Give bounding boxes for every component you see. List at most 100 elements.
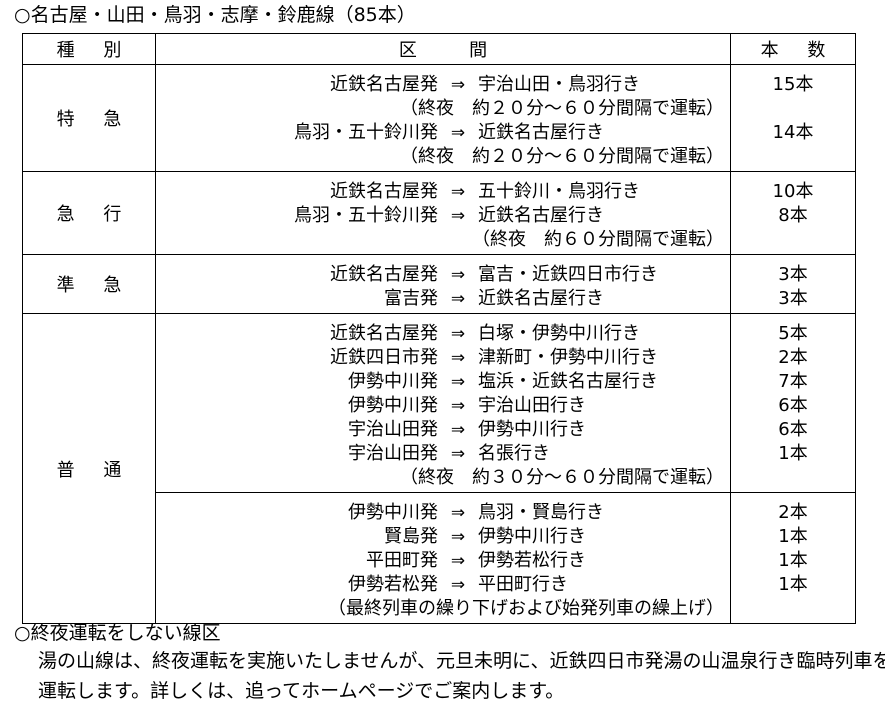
route-origin: 鳥羽・五十鈴川発 xyxy=(294,122,438,143)
segment-cell: 近鉄名古屋発 ⇒ 五十鈴川・鳥羽行き 鳥羽・五十鈴川発 ⇒ 近鉄名古屋行き （終夜 約６０分… xyxy=(155,171,731,255)
route-destination: 宇治山田行き xyxy=(478,395,586,416)
right-arrow-icon: ⇒ xyxy=(450,396,466,416)
service-note: （終夜 約２０分～６０分間隔で運転） xyxy=(400,146,724,167)
train-count: 1本 xyxy=(778,550,808,571)
route-origin: 伊勢中川発 xyxy=(348,371,438,392)
segment-block: 近鉄名古屋発 ⇒ 富吉・近鉄四日市行き 富吉発 ⇒ 近鉄名古屋行き xyxy=(156,255,730,313)
route-line: 近鉄四日市発 ⇒ 津新町・伊勢中川行き xyxy=(156,343,730,368)
table-row: 特 急近鉄名古屋発 ⇒ 宇治山田・鳥羽行き （終夜 約２０分～６０分間隔で運転） 鳥羽・… xyxy=(22,64,856,172)
route-destination: 白塚・伊勢中川行き xyxy=(478,323,640,344)
route-origin: 近鉄四日市発 xyxy=(330,347,438,368)
route-destination: 伊勢若松行き xyxy=(478,550,586,571)
route-line: 鳥羽・五十鈴川発 ⇒ 近鉄名古屋行き xyxy=(156,118,730,143)
right-arrow-icon: ⇒ xyxy=(450,182,466,202)
route-destination: 津新町・伊勢中川行き xyxy=(478,347,658,368)
segment-block: 伊勢中川発 ⇒ 鳥羽・賢島行き 賢島発 ⇒ 伊勢中川行き 平田町発 ⇒ 伊勢若松行き 伊勢若松発 ⇒… xyxy=(156,492,730,623)
table-row: 普 通 近鉄名古屋発 ⇒ 白塚・伊勢中川行き 近鉄四日市発 ⇒ 津新町・伊勢中川行き 伊勢中川… xyxy=(22,313,856,624)
route-line: 平田町発 ⇒ 伊勢若松行き xyxy=(156,546,730,571)
right-arrow-icon: ⇒ xyxy=(450,527,466,547)
train-type-cell: 準 急 xyxy=(22,254,156,314)
count-spacer xyxy=(731,94,855,118)
train-count: 6本 xyxy=(778,419,808,440)
column-header-type: 種 別 xyxy=(22,33,156,65)
route-destination: 宇治山田・鳥羽行き xyxy=(478,74,640,95)
route-origin: 近鉄名古屋発 xyxy=(330,74,438,95)
route-destination: 名張行き xyxy=(478,443,550,464)
train-type-cell: 急 行 xyxy=(22,171,156,255)
route-destination: 五十鈴川・鳥羽行き xyxy=(478,181,640,202)
train-count: 1本 xyxy=(778,574,808,595)
right-arrow-icon: ⇒ xyxy=(450,75,466,95)
segment-block: 近鉄名古屋発 ⇒ 五十鈴川・鳥羽行き 鳥羽・五十鈴川発 ⇒ 近鉄名古屋行き （終夜 約６０分… xyxy=(156,172,730,254)
count-cell: 10本 8本 xyxy=(730,171,856,255)
train-count: 14本 xyxy=(772,122,814,143)
count-cell: 5本 2本 7本 6本 6本 1本 2本 1本 1本 1本 xyxy=(730,313,856,624)
right-arrow-icon: ⇒ xyxy=(450,372,466,392)
route-origin: 近鉄名古屋発 xyxy=(330,181,438,202)
table-header: 種 別 区 間 本 数 xyxy=(22,33,856,65)
right-arrow-icon: ⇒ xyxy=(450,444,466,464)
right-arrow-icon: ⇒ xyxy=(450,265,466,285)
train-count: 3本 xyxy=(778,288,808,309)
footer-heading: ○終夜運転をしない線区 xyxy=(14,622,221,644)
route-destination: 近鉄名古屋行き xyxy=(478,122,604,143)
footer-paragraph: 湯の山線は、終夜運転を実施いたしませんが、元旦未明に、近鉄四日市発湯の山温泉行き… xyxy=(38,650,885,672)
right-arrow-icon: ⇒ xyxy=(450,123,466,143)
route-origin: 伊勢中川発 xyxy=(348,395,438,416)
train-count: 1本 xyxy=(778,526,808,547)
service-note: （終夜 約２０分～６０分間隔で運転） xyxy=(400,98,724,119)
train-type-cell: 普 通 xyxy=(22,313,156,624)
route-line: 賢島発 ⇒ 伊勢中川行き xyxy=(156,522,730,547)
footer-note: ○終夜運転をしない線区 湯の山線は、終夜運転を実施いたしませんが、元旦未明に、近… xyxy=(14,620,885,706)
service-note: （終夜 約３０分～６０分間隔で運転） xyxy=(400,467,724,488)
train-count: 8本 xyxy=(778,205,808,226)
route-line: 伊勢中川発 ⇒ 鳥羽・賢島行き xyxy=(156,498,730,523)
right-arrow-icon: ⇒ xyxy=(450,324,466,344)
route-line: 伊勢若松発 ⇒ 平田町行き xyxy=(156,570,730,595)
column-header-count: 本 数 xyxy=(730,33,856,65)
route-line: 伊勢中川発 ⇒ 塩浜・近鉄名古屋行き xyxy=(156,367,730,392)
column-header-segment: 区 間 xyxy=(155,33,731,65)
route-origin: 宇治山田発 xyxy=(348,419,438,440)
route-line: 近鉄名古屋発 ⇒ 五十鈴川・鳥羽行き xyxy=(156,177,730,202)
train-count: 6本 xyxy=(778,395,808,416)
route-destination: 伊勢中川行き xyxy=(478,419,586,440)
route-line: 近鉄名古屋発 ⇒ 富吉・近鉄四日市行き xyxy=(156,260,730,285)
route-line: 近鉄名古屋発 ⇒ 白塚・伊勢中川行き xyxy=(156,319,730,344)
right-arrow-icon: ⇒ xyxy=(450,206,466,226)
count-spacer xyxy=(731,225,855,249)
count-block: 3本 3本 xyxy=(731,255,855,313)
route-destination: 平田町行き xyxy=(478,574,568,595)
table-body: 特 急近鉄名古屋発 ⇒ 宇治山田・鳥羽行き （終夜 約２０分～６０分間隔で運転） 鳥羽・… xyxy=(22,64,856,624)
route-origin: 伊勢中川発 xyxy=(348,502,438,523)
train-count: 7本 xyxy=(778,371,808,392)
right-arrow-icon: ⇒ xyxy=(450,575,466,595)
footer-paragraph: 運転します。詳しくは、追ってホームページでご案内します。 xyxy=(38,680,565,702)
segment-block: 近鉄名古屋発 ⇒ 宇治山田・鳥羽行き （終夜 約２０分～６０分間隔で運転） 鳥羽・五十鈴… xyxy=(156,65,730,171)
train-count: 1本 xyxy=(778,443,808,464)
table-header-row: 種 別 区 間 本 数 xyxy=(22,33,856,65)
train-type-cell: 特 急 xyxy=(22,64,156,172)
route-origin: 近鉄名古屋発 xyxy=(330,323,438,344)
route-origin: 近鉄名古屋発 xyxy=(330,264,438,285)
count-block: 2本 1本 1本 1本 xyxy=(731,492,855,623)
table-row: 急 行 近鉄名古屋発 ⇒ 五十鈴川・鳥羽行き 鳥羽・五十鈴川発 ⇒ 近鉄名古屋行き （終夜 約… xyxy=(22,171,856,255)
page-title: ○名古屋・山田・鳥羽・志摩・鈴鹿線（85本） xyxy=(14,4,416,26)
route-destination: 近鉄名古屋行き xyxy=(478,205,604,226)
route-origin: 富吉発 xyxy=(384,288,438,309)
train-count: 2本 xyxy=(778,502,808,523)
footer-body: 湯の山線は、終夜運転を実施いたしませんが、元旦未明に、近鉄四日市発湯の山温泉行き… xyxy=(14,646,885,706)
route-origin: 賢島発 xyxy=(384,526,438,547)
route-origin: 平田町発 xyxy=(366,550,438,571)
right-arrow-icon: ⇒ xyxy=(450,420,466,440)
route-line: 富吉発 ⇒ 近鉄名古屋行き xyxy=(156,284,730,309)
train-count: 3本 xyxy=(778,264,808,285)
count-cell: 15本 14本 xyxy=(730,64,856,172)
segment-cell: 近鉄名古屋発 ⇒ 白塚・伊勢中川行き 近鉄四日市発 ⇒ 津新町・伊勢中川行き 伊勢中川発 ⇒ 塩… xyxy=(155,313,731,624)
right-arrow-icon: ⇒ xyxy=(450,551,466,571)
segment-cell: 近鉄名古屋発 ⇒ 富吉・近鉄四日市行き 富吉発 ⇒ 近鉄名古屋行き xyxy=(155,254,731,314)
service-note: （最終列車の繰り下げおよび始発列車の繰上げ） xyxy=(328,598,724,619)
train-count: 2本 xyxy=(778,347,808,368)
route-line: 伊勢中川発 ⇒ 宇治山田行き xyxy=(156,391,730,416)
